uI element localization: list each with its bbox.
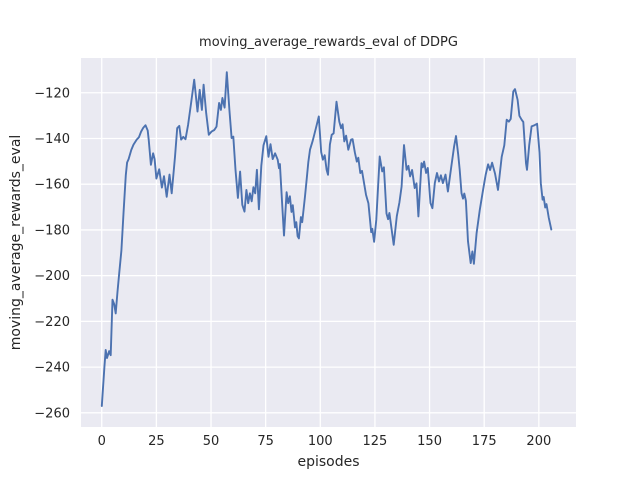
- x-tick-label: 75: [257, 434, 274, 449]
- y-axis-label: moving_average_rewards_eval: [8, 135, 24, 351]
- y-tick-label: −120: [34, 86, 70, 101]
- x-tick-label: 150: [417, 434, 442, 449]
- plot-area: [81, 58, 576, 427]
- y-tick-label: −140: [34, 132, 70, 147]
- x-tick-label: 100: [308, 434, 333, 449]
- x-axis-label: episodes: [297, 454, 359, 470]
- x-tick-label: 50: [203, 434, 220, 449]
- x-tick-label: 0: [98, 434, 106, 449]
- y-tick-label: −260: [34, 406, 70, 421]
- chart-title: moving_average_rewards_eval of DDPG: [199, 35, 458, 50]
- x-tick-label: 125: [363, 434, 388, 449]
- ddpg-reward-line: [100, 71, 553, 407]
- y-tick-label: −180: [34, 223, 70, 238]
- y-tick-label: −240: [34, 361, 70, 376]
- y-tick-label: −200: [34, 269, 70, 284]
- gridlines: [81, 58, 576, 427]
- x-tick-label: 25: [148, 434, 165, 449]
- x-tick-labels: 0 25 50 75 100 125 150 175 200: [98, 434, 552, 449]
- y-tick-labels: −260 −240 −220 −200 −180 −160 −140 −120: [34, 86, 70, 421]
- y-tick-label: −220: [34, 315, 70, 330]
- x-tick-label: 200: [526, 434, 551, 449]
- y-tick-label: −160: [34, 178, 70, 193]
- x-tick-label: 175: [472, 434, 497, 449]
